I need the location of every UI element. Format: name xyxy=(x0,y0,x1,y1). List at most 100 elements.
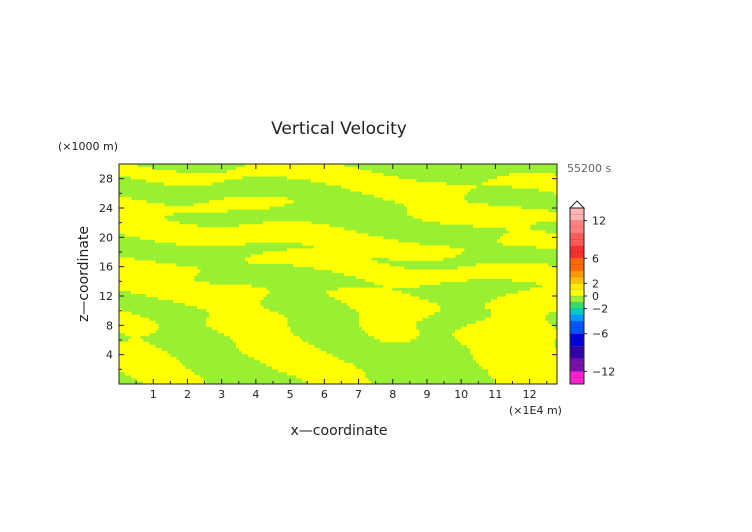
field-cell xyxy=(119,329,156,334)
field-cell xyxy=(329,293,411,297)
field-cell xyxy=(479,362,557,367)
field-cell xyxy=(470,350,557,355)
field-cell xyxy=(119,287,267,291)
field-cell xyxy=(332,269,557,273)
field-cell xyxy=(509,230,546,234)
field-cell xyxy=(119,206,270,210)
field-cell xyxy=(512,278,557,282)
field-cell xyxy=(278,368,363,373)
x-tick-label: 8 xyxy=(389,388,396,401)
field-cell xyxy=(389,257,444,261)
field-cell xyxy=(314,266,405,270)
field-cell xyxy=(542,284,557,288)
field-cell xyxy=(467,344,555,349)
field-cell xyxy=(485,317,546,322)
field-cell xyxy=(119,284,252,288)
y-tick-label: 16 xyxy=(99,261,113,274)
field-cell xyxy=(341,299,429,304)
field-cell xyxy=(173,299,261,304)
field-cell xyxy=(455,329,557,334)
colorbar-tick-label: −2 xyxy=(592,303,608,316)
field-cell xyxy=(365,278,468,282)
colorbar-band xyxy=(570,270,584,278)
y-tick-label: 20 xyxy=(99,231,113,244)
field-cell xyxy=(218,329,291,334)
field-cell xyxy=(491,299,557,304)
field-cell xyxy=(137,377,204,382)
field-cell xyxy=(494,380,557,384)
field-cell xyxy=(500,236,557,240)
field-cell xyxy=(491,374,557,379)
colorbar-band xyxy=(570,358,584,372)
field-cell xyxy=(248,353,333,358)
field-cell xyxy=(260,359,345,364)
field-cell xyxy=(458,266,557,270)
field-cell xyxy=(518,290,557,294)
field-cell xyxy=(245,164,345,168)
x-tick-label: 10 xyxy=(454,388,468,401)
y-tick-label: 8 xyxy=(106,319,113,332)
field-cell xyxy=(476,359,557,364)
field-cell xyxy=(119,323,159,328)
field-cell xyxy=(359,314,429,319)
field-cell xyxy=(119,167,153,171)
field-cell xyxy=(326,290,402,294)
field-cell xyxy=(245,257,372,261)
field-cell xyxy=(308,380,372,384)
field-cell xyxy=(131,176,243,180)
field-cell xyxy=(503,242,557,246)
field-cell xyxy=(338,287,393,291)
x-tick-label: 1 xyxy=(150,388,157,401)
field-cell xyxy=(470,347,557,352)
field-cell xyxy=(119,281,210,285)
colorbar-overflow-arrow xyxy=(568,200,586,209)
field-cell xyxy=(506,293,557,297)
colorbar-tick-label: 2 xyxy=(592,277,599,290)
field-cell xyxy=(119,215,165,219)
field-cell xyxy=(239,224,330,228)
field-cell xyxy=(536,281,557,285)
field-cell xyxy=(272,365,357,370)
x-axis-title: x—coordinate xyxy=(291,423,388,439)
field-cell xyxy=(224,332,294,337)
field-cell xyxy=(158,296,264,301)
field-cell xyxy=(383,197,465,201)
field-cell xyxy=(461,326,555,331)
field-cell xyxy=(491,311,549,316)
x-axis: 1 2 3 4 5 6 7 8 9 10 11 12 xyxy=(135,164,548,401)
field-cell xyxy=(119,350,168,355)
field-cell xyxy=(293,263,390,267)
field-cell xyxy=(128,338,144,343)
field-cell xyxy=(413,215,557,219)
field-cell xyxy=(494,377,557,382)
field-cell xyxy=(374,281,441,285)
colorbar-tick-label: 12 xyxy=(592,215,606,228)
field-cell xyxy=(380,338,411,343)
field-cell xyxy=(362,191,468,195)
x-tick-label: 2 xyxy=(184,388,191,401)
field-cell xyxy=(146,293,267,297)
y-tick-label: 24 xyxy=(99,202,113,215)
field-cell xyxy=(119,275,195,279)
time-label: 55200 s xyxy=(567,162,611,175)
field-cell xyxy=(119,263,177,267)
field-cell xyxy=(350,305,441,310)
field-cell xyxy=(407,209,549,213)
field-cell xyxy=(227,170,372,174)
field-cell xyxy=(119,368,192,373)
colorbar-band xyxy=(570,220,584,234)
colorbar-band xyxy=(570,208,584,221)
field-cell xyxy=(302,242,420,246)
colorbar-band xyxy=(570,346,584,359)
field-cell xyxy=(242,350,327,355)
x-tick-label: 5 xyxy=(287,388,294,401)
field-cell xyxy=(119,344,156,349)
field-cell xyxy=(206,317,288,322)
field-cell xyxy=(209,311,279,316)
field-cell xyxy=(302,377,369,382)
field-cell xyxy=(119,362,183,367)
field-cell xyxy=(455,335,557,340)
field-cell xyxy=(359,311,435,316)
colorbar-band xyxy=(570,314,584,322)
field-cell xyxy=(359,317,423,322)
